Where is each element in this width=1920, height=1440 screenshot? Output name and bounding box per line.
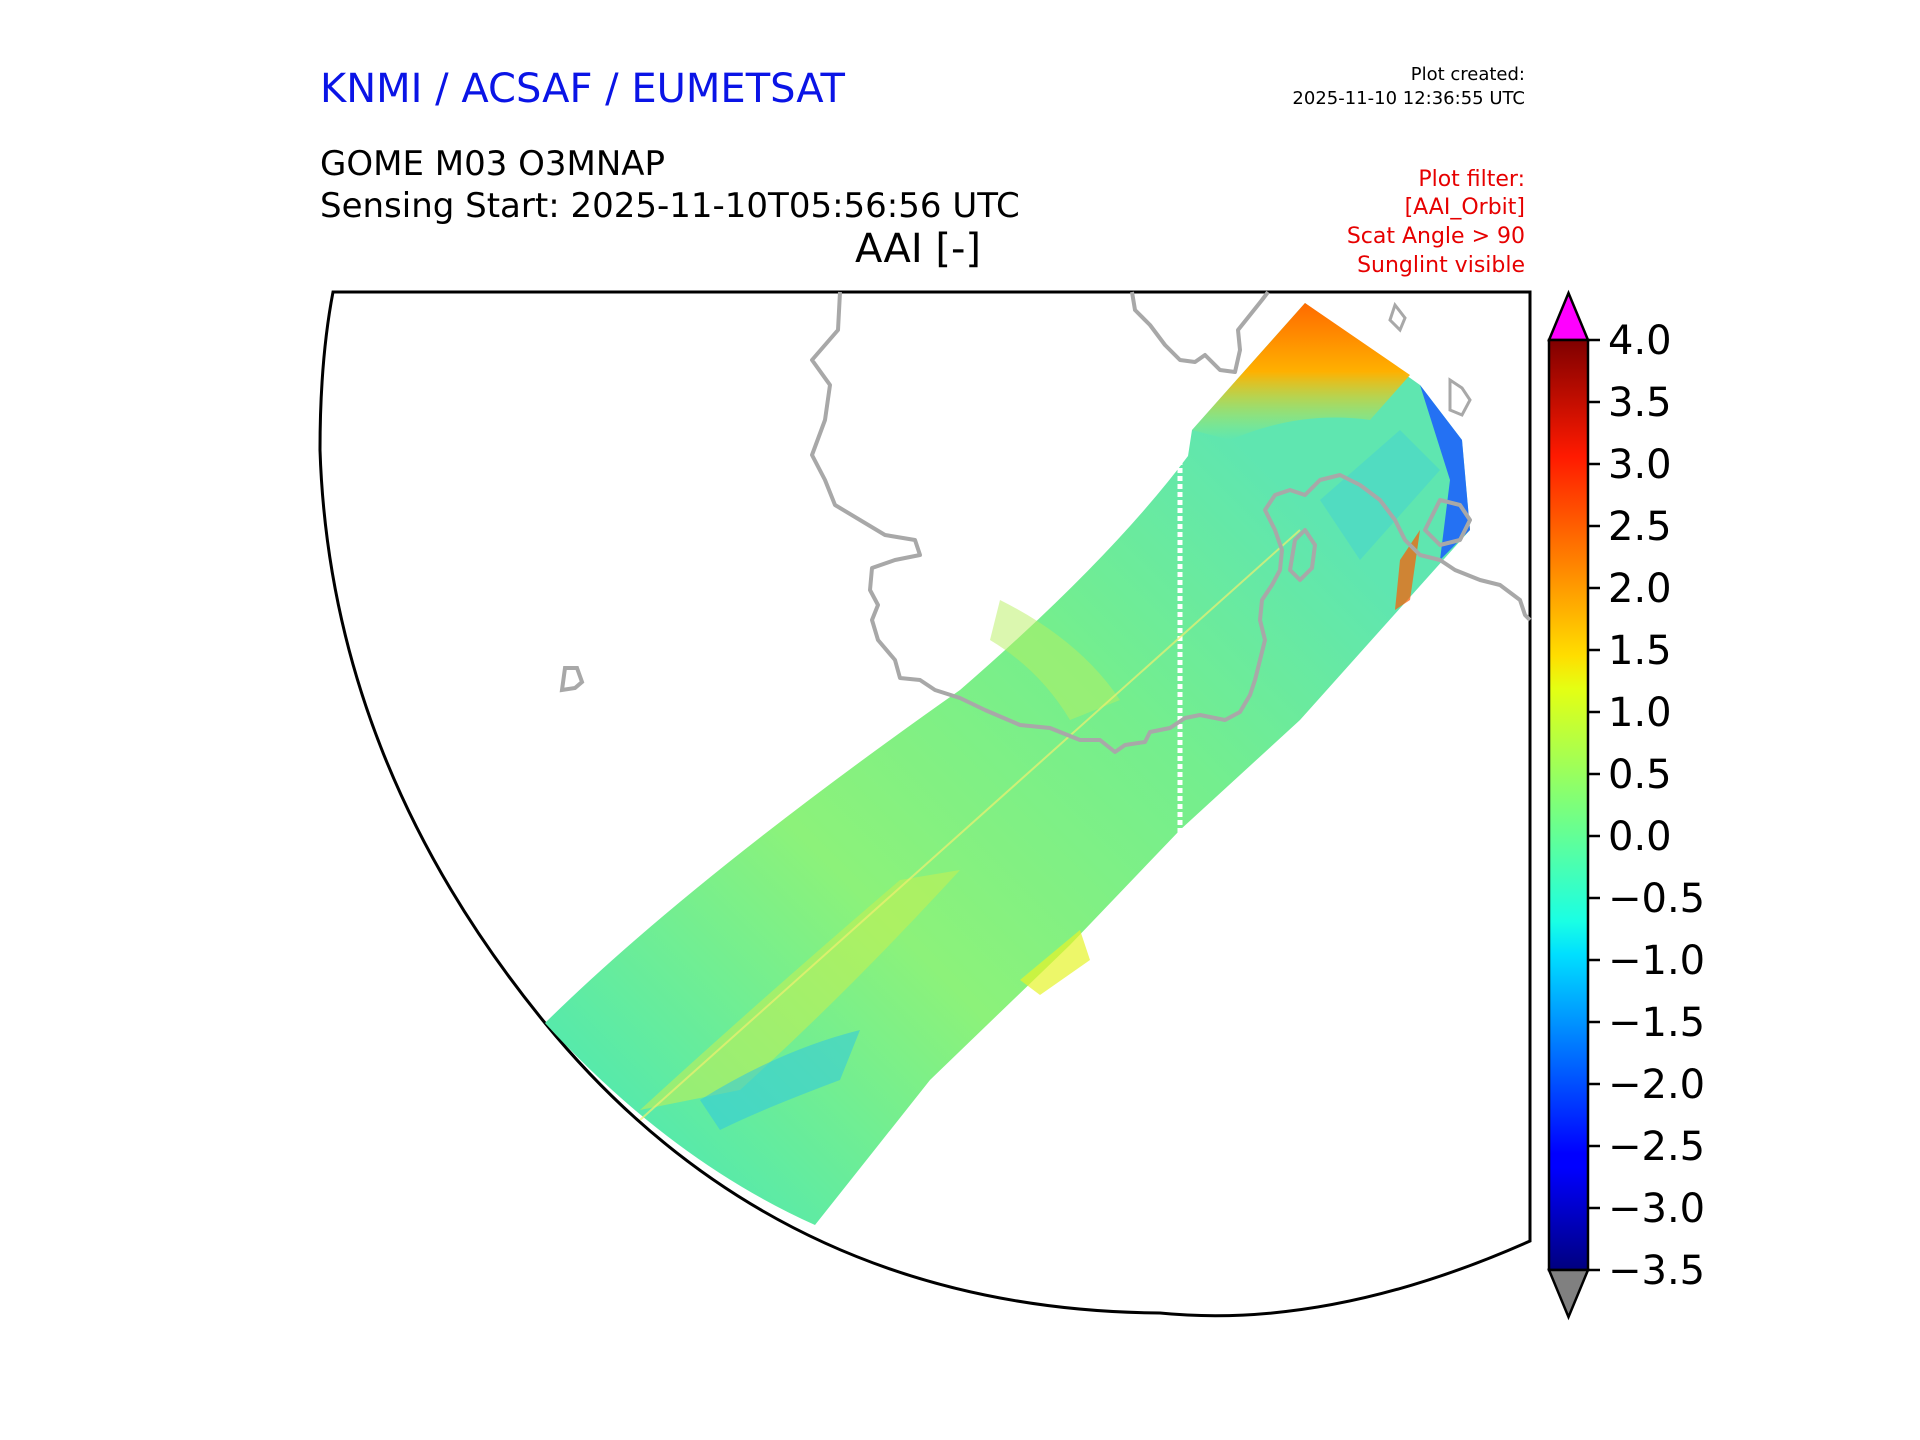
- coastline: [1130, 290, 1270, 374]
- aai-swath-lowvalue: [700, 1030, 860, 1130]
- colorbar-tick-label: 1.5: [1608, 628, 1672, 674]
- colorbar-tick-label: −1.0: [1608, 938, 1705, 984]
- variable-title: AAI [-]: [855, 226, 981, 272]
- colorbar-tick-label: −1.5: [1608, 1000, 1705, 1046]
- plot-filter-line: Scat Angle > 90: [1346, 224, 1525, 249]
- colorbar-tick-label: −0.5: [1608, 876, 1705, 922]
- colorbar-tick-label: 3.0: [1608, 442, 1672, 488]
- colorbar-tick-label: −3.5: [1608, 1248, 1705, 1294]
- sensing-start: Sensing Start: 2025-11-10T05:56:56 UTC: [320, 186, 1020, 226]
- coastline: [1288, 528, 1317, 582]
- coastline: [1448, 377, 1472, 417]
- colorbar-tick-label: 0.5: [1608, 752, 1672, 798]
- colorbar-extend-over: [1547, 289, 1590, 342]
- product-title: GOME M03 O3MNAP: [320, 144, 666, 184]
- aai-swath-highlight: [1020, 930, 1090, 995]
- plot-filter-line: Plot filter:: [1418, 167, 1525, 192]
- colorbar-tick-label: 4.0: [1608, 318, 1672, 364]
- colorbar-tick-label: 1.0: [1608, 690, 1672, 736]
- aai-swath-edge: [1420, 385, 1470, 560]
- plot-filter-line: [AAI_Orbit]: [1404, 195, 1525, 220]
- plot-filter-line: Sunglint visible: [1357, 253, 1525, 278]
- aai-swath-highvalue: [1192, 303, 1410, 440]
- coastline: [1423, 498, 1472, 547]
- organization-title: KNMI / ACSAF / EUMETSAT: [320, 66, 845, 112]
- aai-swath-highlight: [640, 870, 960, 1110]
- colorbar-tick-label: 2.0: [1608, 566, 1672, 612]
- plot-created-time: 2025-11-10 12:36:55 UTC: [1292, 88, 1525, 109]
- colorbar-extend-under: [1547, 1268, 1590, 1321]
- plot-created-label: Plot created:: [1410, 64, 1525, 85]
- aai-swath-highlight: [990, 600, 1120, 720]
- coastline: [1388, 301, 1407, 333]
- colorbar-tick-label: 3.5: [1608, 380, 1672, 426]
- aai-swath-lowvalue: [1320, 430, 1440, 560]
- aai-swath-streak: [639, 529, 1301, 1121]
- coastline: [810, 291, 1532, 754]
- colorbar-tick-label: 0.0: [1608, 814, 1672, 860]
- coastline-island: [559, 666, 585, 693]
- colorbar-tick-label: −2.0: [1608, 1062, 1705, 1108]
- colorbar-tick-label: −2.5: [1608, 1124, 1705, 1170]
- colorbar: [1547, 338, 1590, 1272]
- colorbar-tick-label: −3.0: [1608, 1186, 1705, 1232]
- colorbar-ticks: 4.0 3.5 3.0 2.5 2.0 1.5 1.0 0.5 0.0 −0.5 −1.0 −1.5 −…: [1588, 318, 1705, 1294]
- colorbar-tick-label: 2.5: [1608, 504, 1672, 550]
